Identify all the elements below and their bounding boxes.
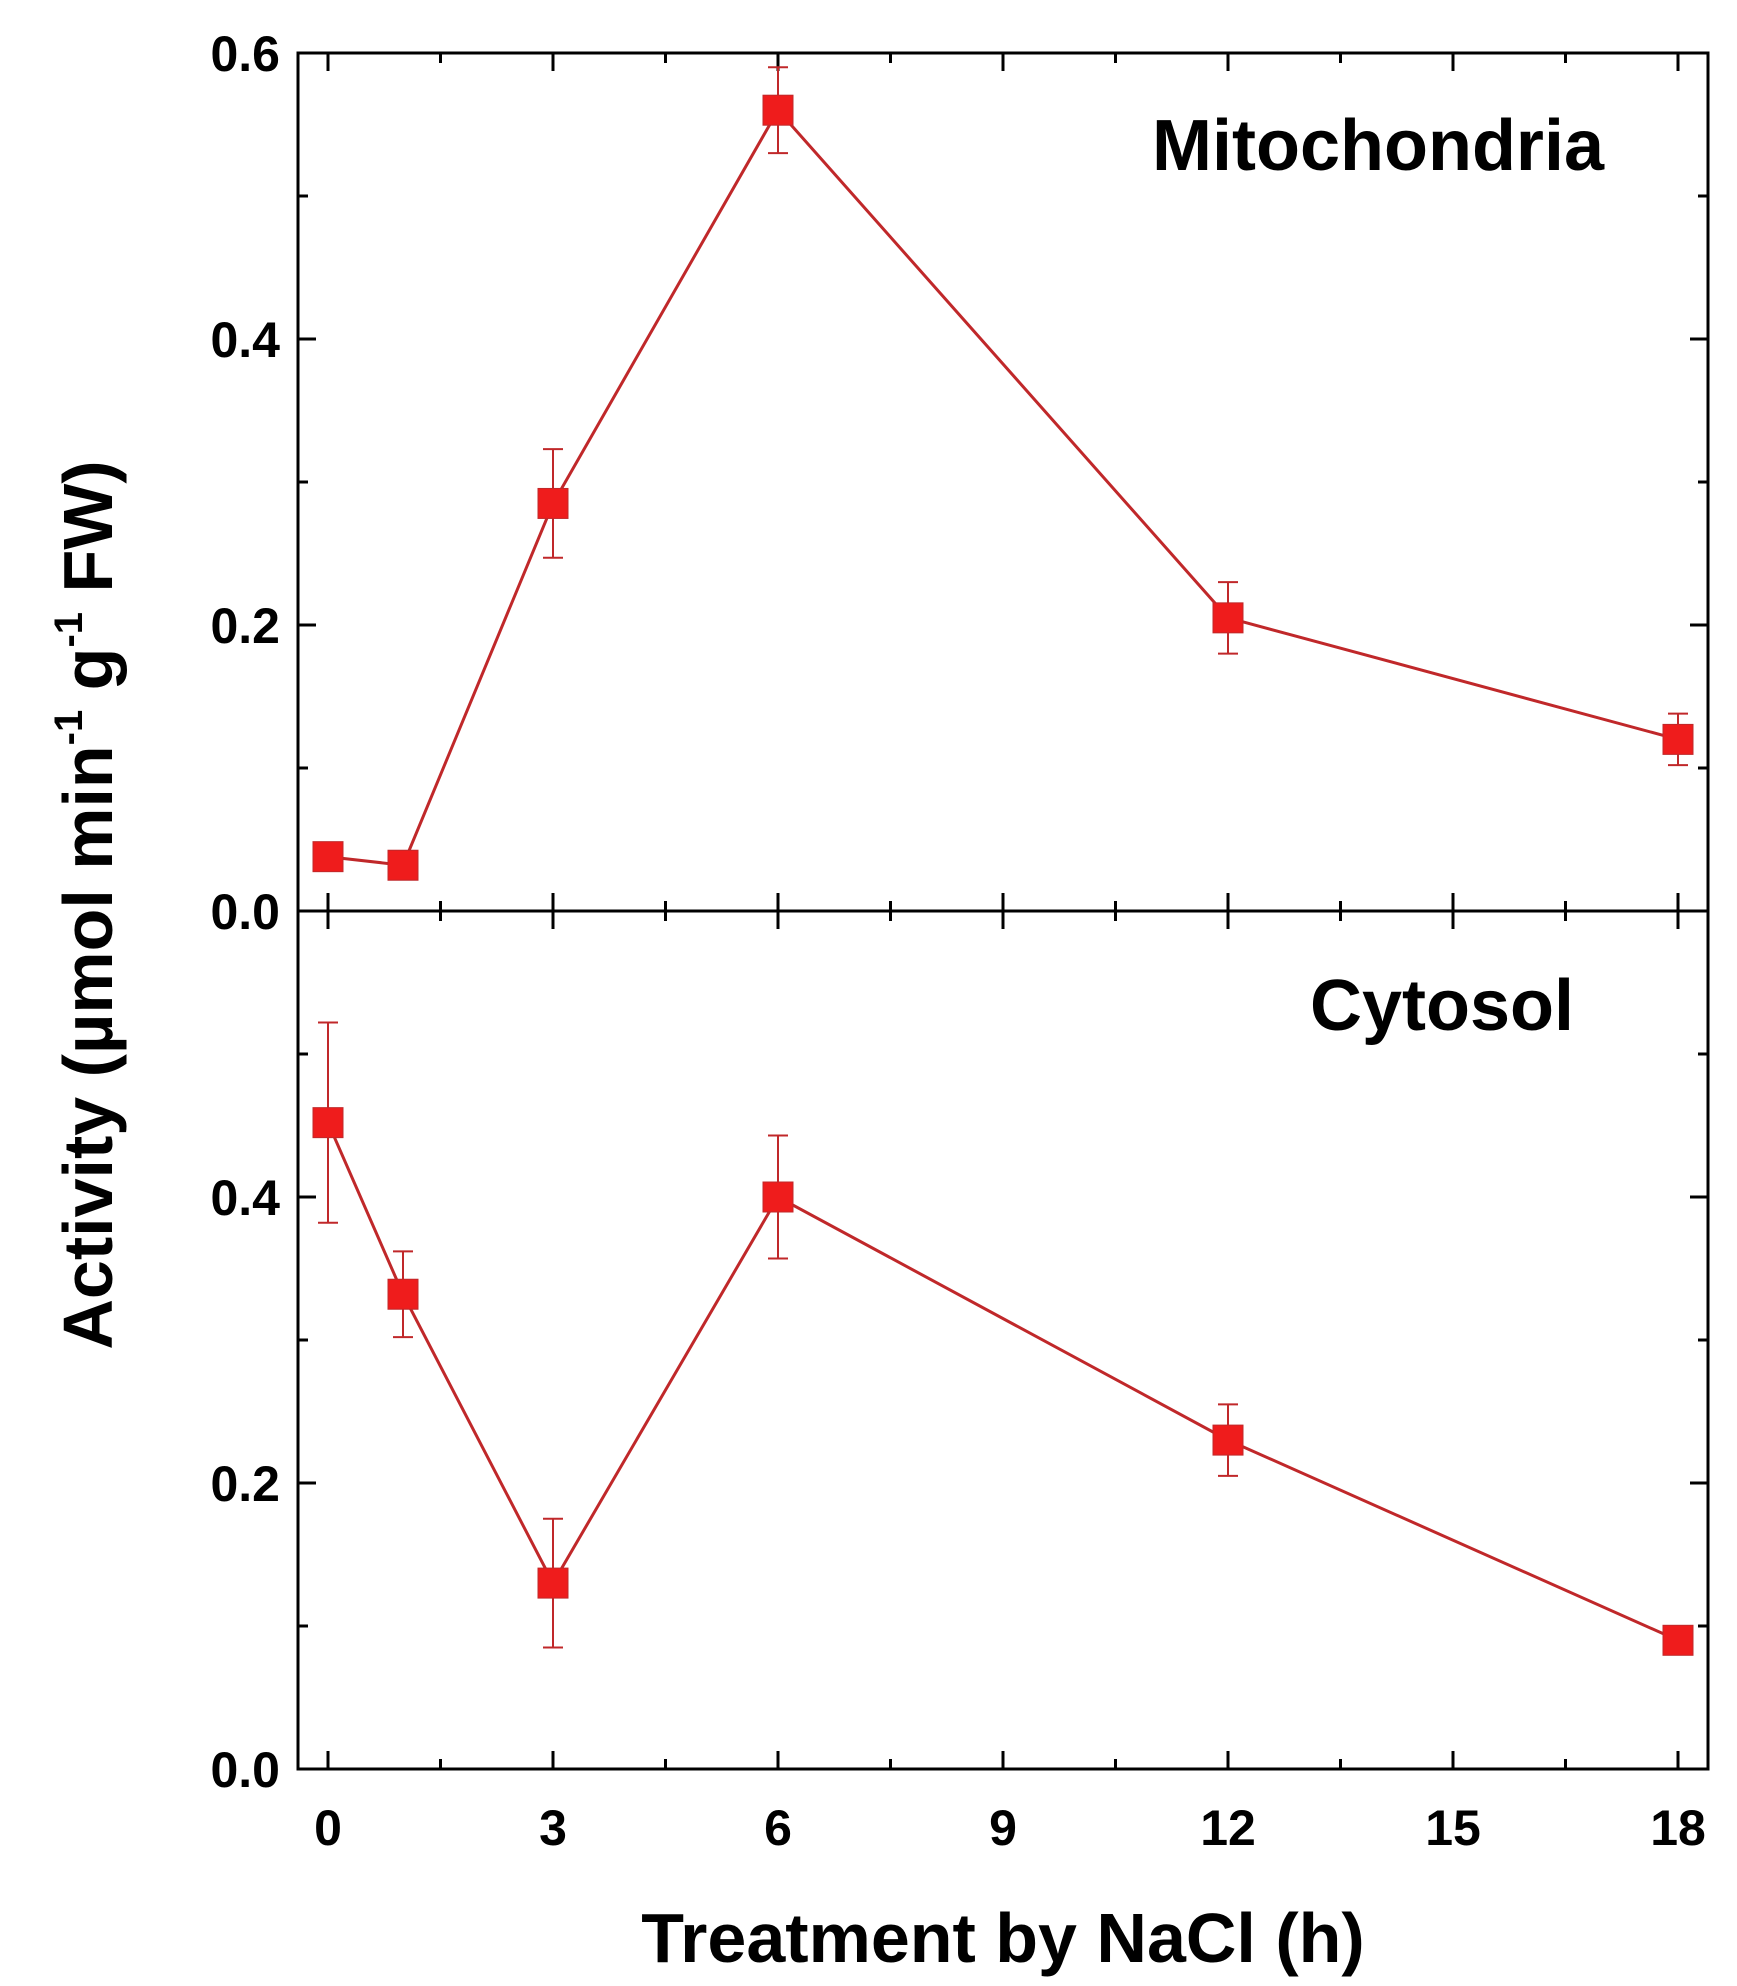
y-axis-title-middle: g [49,648,127,710]
y-tick-label: 0.6 [210,26,280,82]
y-tick-label: 0.0 [210,884,280,940]
x-tick-label: 18 [1650,1800,1706,1856]
y-axis-title-sup1: -1 [47,710,91,746]
y-axis-title-prefix: Activity (µmol min [49,745,127,1349]
y-axis-title-suffix: FW) [49,460,127,612]
tick-labels-layer: 0 3 6 9 12 15 18 0.0 0.2 0.4 0.6 0.0 0.2 0.4 [210,26,1705,1856]
y-tick-label: 0.4 [210,312,280,368]
x-tick-label: 15 [1425,1800,1481,1856]
y-axis-title: Activity (µmol min-1 g-1 FW) [47,460,127,1349]
x-tick-label: 9 [989,1800,1017,1856]
data-point [537,487,569,519]
y-tick-label: 0.2 [210,1456,280,1512]
data-point [1212,602,1244,634]
data-point [1662,1624,1694,1656]
series-line [327,107,1679,867]
x-tick-label: 0 [314,1800,342,1856]
panel-label-mitochondria: Mitochondria [1152,106,1605,186]
x-tick-label: 3 [539,1800,567,1856]
series-line [326,1121,1679,1642]
data-point [312,1107,344,1139]
data-point [1212,1424,1244,1456]
y-tick-label: 0.0 [210,1742,280,1798]
ticks-layer [298,51,1708,1771]
data-point [387,1278,419,1310]
data-point [762,1181,794,1213]
data-point [312,841,344,873]
y-tick-label: 0.2 [210,598,280,654]
data-point [1662,723,1694,755]
y-tick-label: 0.4 [210,1170,280,1226]
panel-label-cytosol: Cytosol [1310,966,1574,1046]
data-point [762,94,794,126]
data-point [387,849,419,881]
x-tick-label: 6 [764,1800,792,1856]
y-axis-title-sup2: -1 [47,612,91,648]
x-axis-title: Treatment by NaCl (h) [641,1899,1364,1977]
series-cytosol [312,1021,1694,1656]
series-mitochondria [312,66,1694,881]
data-point [537,1567,569,1599]
x-tick-label: 12 [1200,1800,1256,1856]
